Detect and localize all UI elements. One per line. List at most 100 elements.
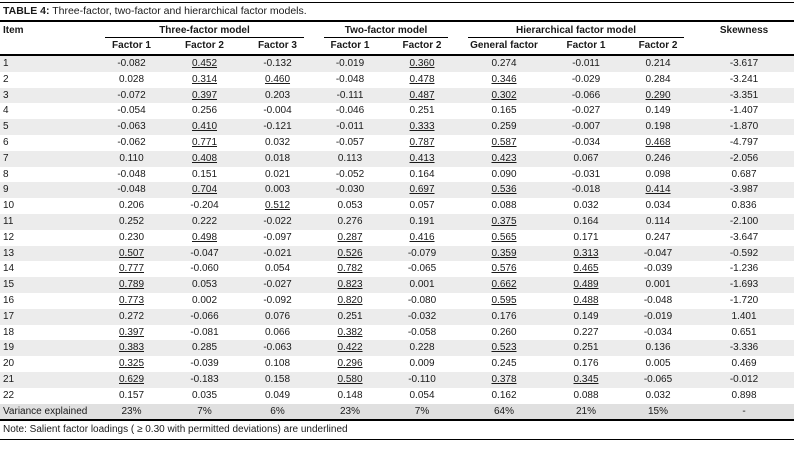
table-row: 13 0.507 -0.047 -0.021 0.526 -0.079 0.359 0.313…: [0, 245, 794, 262]
salient-loading-value: 0.662: [491, 279, 517, 291]
loading-cell: 0.034: [622, 198, 694, 214]
loading-value: -0.048: [335, 73, 365, 85]
loading-value: -0.030: [335, 184, 365, 196]
loading-cell: -0.066: [550, 87, 622, 104]
loading-value: 0.066: [264, 326, 291, 338]
loading-cell: 0.487: [386, 87, 458, 104]
skewness-cell: -3.351: [694, 87, 794, 104]
item-number-cell: 1: [0, 55, 95, 72]
loading-cell: 0.662: [458, 277, 550, 293]
loading-cell: -0.097: [241, 230, 314, 246]
loading-cell: 0.028: [95, 72, 168, 88]
loading-value: -0.111: [336, 89, 364, 101]
loading-cell: 0.054: [386, 388, 458, 404]
loading-cell: 0.256: [168, 103, 241, 119]
loading-value: 0.158: [264, 373, 291, 385]
loading-value: 0.251: [573, 342, 599, 354]
col-header-general-factor: General factor: [458, 38, 550, 56]
group-header-three-factor: Three-factor model: [95, 22, 314, 38]
loading-cell: -0.065: [386, 261, 458, 277]
loading-value: 0.034: [645, 200, 671, 212]
skewness-cell: -3.617: [694, 55, 794, 72]
salient-loading-value: 0.416: [409, 231, 435, 243]
loading-value: -0.039: [643, 263, 673, 275]
loading-value: 0.053: [191, 279, 218, 291]
salient-loading-value: 0.697: [409, 184, 435, 196]
loading-cell: 0.176: [458, 308, 550, 325]
loading-cell: 0.054: [241, 261, 314, 277]
skewness-cell: -1.693: [694, 277, 794, 293]
col-header-item: Item: [0, 22, 95, 56]
loading-value: 0.272: [118, 310, 145, 322]
loading-value: -0.022: [263, 215, 292, 227]
salient-loading-value: 0.410: [191, 121, 218, 133]
loading-cell: 0.478: [386, 72, 458, 88]
salient-loading-value: 0.773: [118, 294, 145, 306]
loading-cell: 0.296: [314, 356, 386, 372]
loading-cell: 0.523: [458, 340, 550, 357]
loading-value: -0.066: [190, 310, 219, 322]
loading-value: -0.066: [571, 89, 601, 101]
loading-value: 0.110: [119, 152, 144, 164]
loading-value: 21%: [575, 405, 596, 417]
loading-cell: 0.245: [458, 356, 550, 372]
loading-cell: -0.111: [314, 87, 386, 104]
loading-value: 0.148: [337, 389, 363, 401]
loading-value: 0.151: [191, 168, 218, 180]
item-number-cell: 18: [3, 326, 15, 338]
loading-cell: 0.003: [241, 182, 314, 199]
table-label: TABLE 4:: [3, 5, 50, 17]
item-number-cell: 13: [0, 245, 95, 262]
loading-value: -0.063: [263, 342, 292, 354]
salient-loading-value: 0.408: [191, 152, 218, 164]
table-row: 18 0.397 -0.081 0.066 0.382 -0.058 0.260 0.227 -…: [0, 325, 794, 341]
loading-value: 0.054: [409, 389, 435, 401]
loading-value: -0.011: [336, 121, 364, 133]
loading-value: -0.062: [117, 136, 146, 148]
table-row: 15 0.789 0.053 -0.027 0.823 0.001 0.662 0.489 0.…: [0, 277, 794, 293]
loading-value: 0.246: [645, 152, 671, 164]
loading-value: 0.054: [264, 263, 291, 275]
salient-loading-value: 0.314: [191, 73, 218, 85]
item-number-cell: 7: [0, 150, 95, 167]
loading-cell: 0.789: [95, 277, 168, 293]
salient-loading-value: 0.704: [191, 184, 218, 196]
loading-value: 0.032: [645, 389, 671, 401]
table-row: 11 0.252 0.222 -0.022 0.276 0.191 0.375 0.164 0.…: [0, 213, 794, 230]
table-row: 19 0.383 0.285 -0.063 0.422 0.228 0.523 0.251 0.…: [0, 340, 794, 357]
loading-value: 0.088: [573, 389, 599, 401]
loading-cell: 0.098: [622, 167, 694, 183]
skewness-cell: -3.241: [729, 73, 759, 85]
salient-loading-value: 0.507: [118, 247, 145, 259]
sub-header-row: Factor 1 Factor 2 Factor 3 Factor 1 Fact…: [0, 38, 794, 56]
table-header: Item Three-factor model Two-factor model…: [0, 22, 794, 56]
loading-cell: 0.512: [241, 198, 314, 214]
loading-cell: 0.203: [241, 87, 314, 104]
loading-cell: -0.034: [622, 325, 694, 341]
item-number-cell: 5: [0, 119, 95, 135]
loading-cell: -0.048: [95, 167, 168, 183]
loading-cell: 0.001: [622, 277, 695, 293]
skewness-cell: -3.647: [729, 231, 759, 243]
loading-value: -0.034: [643, 326, 673, 338]
loading-cell: 0.346: [458, 72, 550, 88]
loading-cell: 0.246: [622, 150, 695, 167]
loading-cell: 0.009: [386, 356, 458, 372]
loading-cell: 0.164: [386, 167, 458, 183]
table-row: 17 0.272 -0.066 0.076 0.251 -0.032 0.176 0.149 -…: [0, 308, 794, 325]
salient-loading-value: 0.489: [573, 279, 599, 291]
loading-value: 0.057: [409, 200, 435, 212]
loading-value: -0.011: [572, 58, 600, 69]
loading-cell: 0.526: [314, 245, 386, 262]
loading-value: -0.092: [263, 294, 292, 306]
skewness-cell: -1.870: [694, 119, 794, 135]
loading-value: 0.164: [409, 168, 435, 180]
salient-loading-value: 0.595: [491, 294, 517, 306]
loading-value: 0.076: [264, 310, 291, 322]
table-note: Note: Salient factor loadings ( ≥ 0.30 w…: [3, 424, 348, 436]
salient-loading-value: 0.820: [337, 294, 363, 306]
loading-cell: 0.773: [95, 293, 168, 309]
loading-cell: 0.151: [168, 167, 241, 183]
loading-cell: 0.260: [458, 325, 550, 341]
col-header-3f-factor1: Factor 1: [95, 38, 168, 56]
